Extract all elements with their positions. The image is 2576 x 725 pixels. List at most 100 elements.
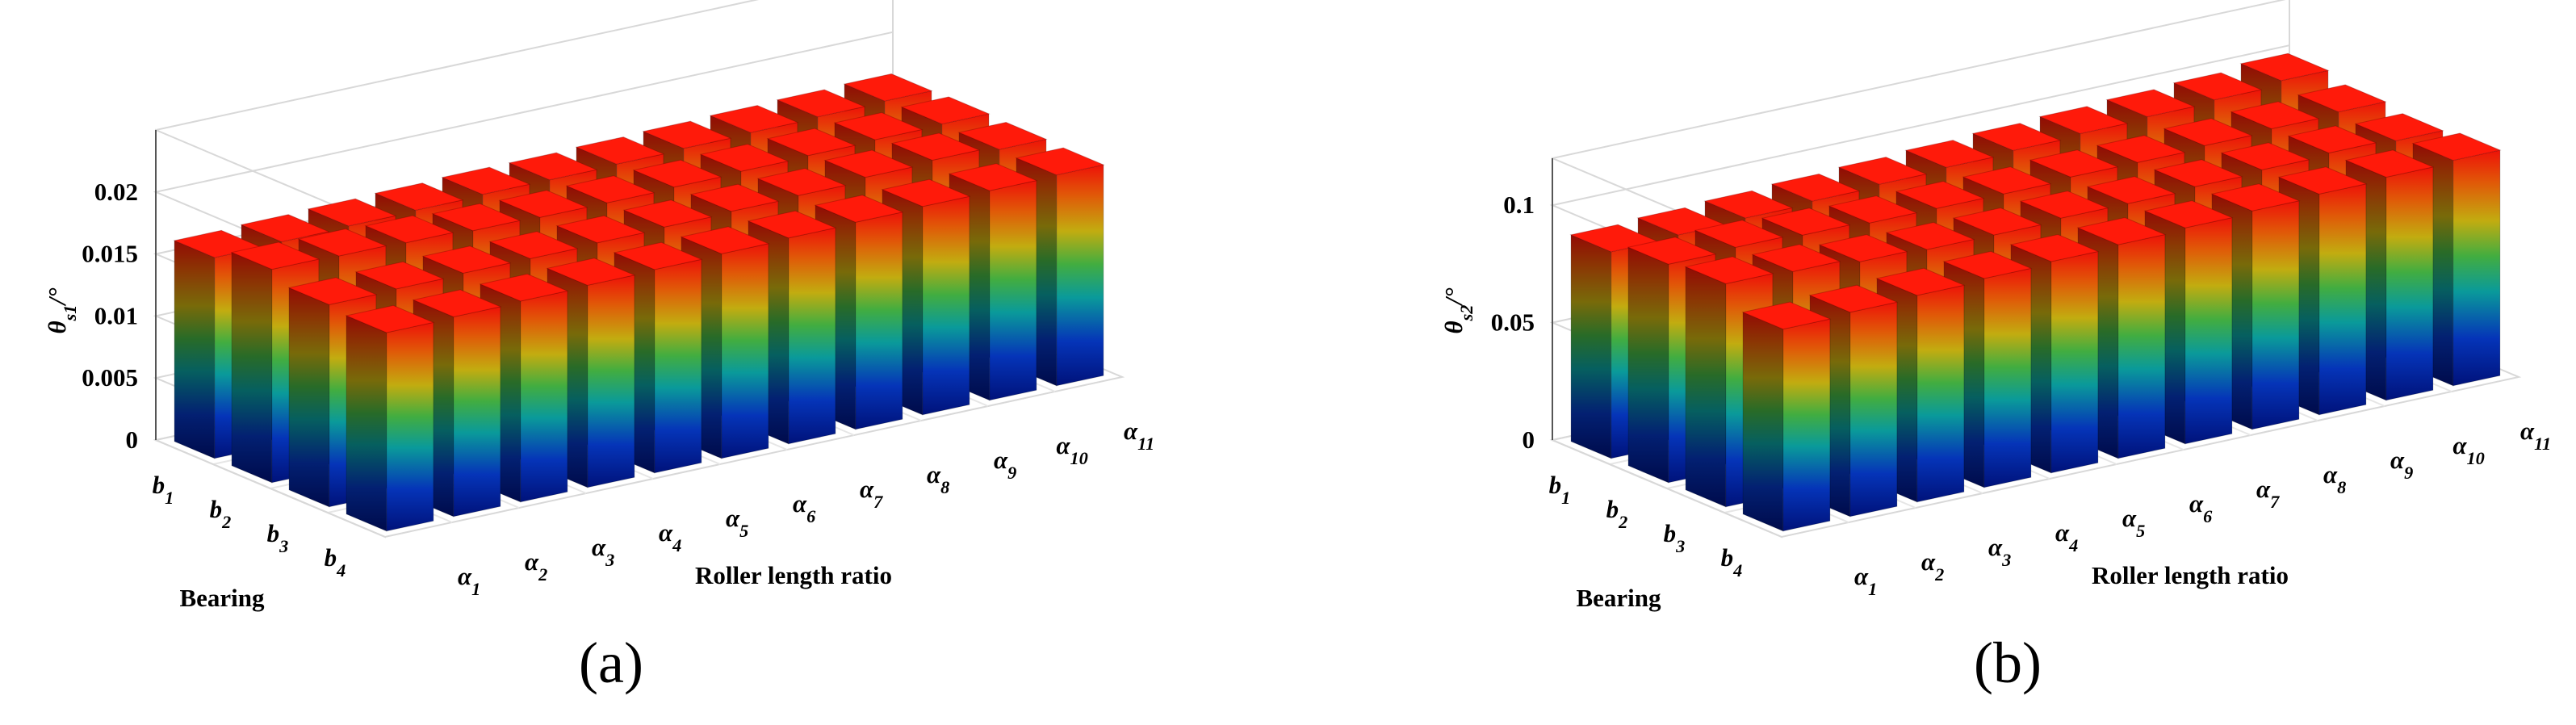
bar-top	[2153, 159, 2243, 187]
bar-front	[453, 306, 501, 518]
bar-front	[2251, 200, 2300, 430]
bar-top	[230, 241, 320, 270]
bar-side-shade	[1743, 312, 1783, 531]
bar-front	[2184, 216, 2233, 445]
bar-top	[843, 73, 933, 102]
bar-front	[2452, 149, 2501, 387]
bar-top	[1885, 221, 1975, 250]
bar-top	[345, 304, 435, 333]
z-tick-label: 0.01	[94, 301, 138, 329]
bar-front	[386, 321, 434, 532]
bar-top	[240, 214, 330, 242]
bearing-tick-label: b2	[1606, 495, 1628, 532]
alpha-tick-label: α2	[525, 547, 547, 585]
alpha-tick-label: α9	[994, 446, 1016, 483]
bar-top	[948, 163, 1038, 191]
bar-top	[2163, 118, 2253, 146]
bar-side-shade	[1686, 266, 1726, 507]
bar-top	[2076, 216, 2167, 245]
bar-front	[587, 274, 635, 488]
bar-front	[2385, 166, 2434, 401]
bearing-tick-label: b4	[325, 543, 346, 580]
bar-top	[1761, 207, 1851, 236]
bar-top	[1828, 195, 1918, 224]
bar-top	[307, 198, 397, 227]
bar-top	[2029, 149, 2119, 178]
bar-front	[855, 212, 903, 430]
bar-top	[575, 136, 665, 165]
bar-top	[565, 175, 656, 203]
alpha-tick-label: α11	[2520, 417, 2551, 454]
alpha-tick-label: α6	[793, 489, 816, 526]
bar-top	[555, 215, 646, 244]
bar-top	[508, 152, 598, 181]
x-axis-title: Roller length ratio	[695, 561, 892, 589]
z-tick-label: 0.02	[94, 178, 138, 206]
bar-top	[431, 203, 521, 232]
alpha-tick-label: α8	[927, 460, 949, 497]
bar-top	[1808, 284, 1899, 313]
bar-front	[1983, 267, 2032, 488]
bar-top	[2172, 72, 2263, 101]
bar-top	[613, 241, 703, 270]
bar-top	[2220, 142, 2310, 170]
y-axis-title: Bearing	[1576, 584, 1661, 612]
bar-front	[989, 179, 1037, 401]
alpha-tick-label: α3	[592, 533, 614, 570]
bar-top	[814, 195, 904, 223]
bar-side-shade	[232, 252, 272, 483]
bar-top	[2344, 149, 2435, 178]
bar-side-shade	[174, 241, 215, 459]
bar-top	[680, 226, 770, 254]
bar-side-shade	[346, 316, 387, 531]
alpha-tick-label: α8	[2323, 460, 2346, 497]
bar-front	[922, 195, 970, 416]
z-axis-title: θs2/°	[1439, 287, 1476, 334]
bar-top	[287, 277, 378, 305]
bearing-tick-label: b1	[1549, 471, 1571, 508]
bar-top	[642, 120, 732, 149]
bar-front	[2050, 250, 2099, 474]
bar-front	[1056, 164, 1104, 387]
bar-top	[412, 289, 502, 318]
bar-top	[1952, 207, 2042, 236]
bar-top	[2230, 101, 2320, 130]
bar-top	[622, 199, 713, 228]
bar-top	[1962, 166, 2052, 195]
bar-top	[297, 228, 387, 257]
bar-top	[1942, 250, 2033, 279]
bar-top	[2086, 176, 2176, 204]
bar-front	[721, 243, 769, 459]
bar-top	[1818, 234, 1908, 262]
bar-top	[689, 183, 780, 212]
bar-top	[1971, 123, 2062, 151]
alpha-tick-label: α10	[2452, 431, 2484, 468]
bearing-tick-label: b3	[1664, 519, 1686, 556]
z-tick-label: 0	[1523, 425, 1535, 454]
z-tick-label: 0.1	[1503, 191, 1535, 219]
alpha-tick-label: α7	[860, 475, 883, 512]
bar-top	[488, 231, 579, 259]
z-axis-title: θs1/°	[43, 287, 80, 334]
bar-top	[900, 96, 991, 125]
bar-side-shade	[1628, 247, 1669, 483]
bar-top	[1875, 267, 1966, 296]
alpha-tick-label: α6	[2189, 489, 2213, 526]
bar-top	[747, 210, 837, 239]
bar-top	[957, 121, 1048, 150]
bar-top	[2105, 89, 2196, 118]
bar-top	[1627, 237, 1717, 265]
z-tick-label: 0.005	[82, 363, 138, 392]
bar-top	[441, 166, 531, 195]
bar-top	[1703, 190, 1794, 219]
panel-label: (a)	[579, 631, 643, 695]
bar-top	[2096, 135, 2186, 163]
bar-front	[1916, 284, 1965, 503]
bar-top	[479, 273, 569, 302]
bar-top	[354, 261, 445, 290]
alpha-tick-label: α7	[2256, 475, 2280, 512]
bar-top	[2009, 233, 2100, 262]
bar-top	[2287, 125, 2377, 154]
bearing-tick-label: b3	[267, 519, 289, 556]
